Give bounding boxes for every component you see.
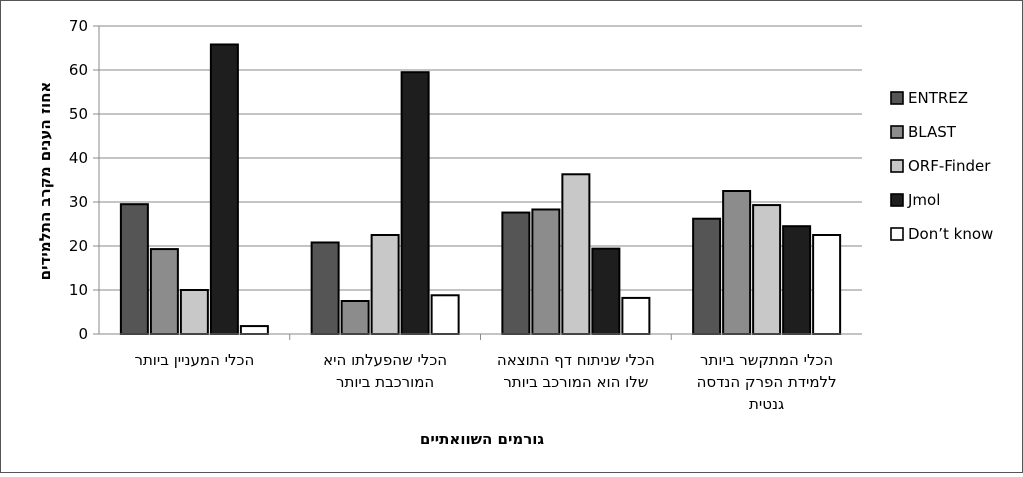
bar-orf-finder-3 xyxy=(752,204,782,335)
bar-don-t-know-2 xyxy=(621,296,651,336)
x-category-label-line: הכלי שהפעלתו היא xyxy=(323,351,447,369)
legend-label: Jmol xyxy=(907,191,940,209)
bar-jmol-3 xyxy=(782,225,812,335)
legend-swatch xyxy=(890,193,904,207)
bar-orf-finder-2 xyxy=(561,173,591,335)
axes xyxy=(93,26,862,340)
bar-orf-finder-0 xyxy=(179,289,209,335)
bar-orf-finder-1 xyxy=(370,234,400,335)
bar-jmol-1 xyxy=(400,71,430,335)
bar-jmol-2 xyxy=(591,247,621,335)
y-tick-label: 20 xyxy=(69,237,88,255)
legend-label: ENTREZ xyxy=(908,89,968,107)
x-category-label-line: הכלי שניתוח דף התוצאה xyxy=(497,351,655,369)
bar-entrez-1 xyxy=(310,241,340,335)
legend-swatch xyxy=(890,125,904,139)
legend-swatch xyxy=(890,91,904,105)
legend-label: ORF-Finder xyxy=(908,157,991,175)
y-tick-label: 40 xyxy=(69,149,88,167)
legend-label: BLAST xyxy=(908,123,957,141)
x-axis-title: גורמים השוואתיים xyxy=(420,430,545,448)
x-category-label-line: גנטית xyxy=(749,395,784,413)
bars xyxy=(119,43,842,336)
x-category-label: הכלי שניתוח דף התוצאה שלו הוא המורכב ביות… xyxy=(497,351,655,391)
x-category-label-line: המורכבת ביותר xyxy=(336,373,434,391)
y-tick-label: 10 xyxy=(69,281,88,299)
x-category-label-line: שלו הוא המורכב ביותר xyxy=(503,373,648,391)
bar-entrez-2 xyxy=(501,211,531,335)
bar-don-t-know-0 xyxy=(239,325,269,335)
bar-don-t-know-1 xyxy=(430,294,460,335)
bar-entrez-0 xyxy=(119,203,149,335)
legend-swatch xyxy=(890,159,904,173)
y-tick-label: 70 xyxy=(69,17,88,35)
y-axis-title: אחוז הענים מקרב התלמידים xyxy=(36,82,54,281)
legend-swatch xyxy=(890,227,904,241)
bar-blast-3 xyxy=(722,190,752,335)
bar-blast-2 xyxy=(531,208,561,335)
y-tick-label: 60 xyxy=(69,61,88,79)
y-tick-label: 0 xyxy=(78,325,88,343)
y-tick-labels: 0 10 20 30 40 50 60 70 xyxy=(69,17,88,343)
x-category-label-line: ללמידת הפרק הנדסה xyxy=(697,373,837,391)
y-tick-label: 50 xyxy=(69,105,88,123)
x-category-label: הכלי שהפעלתו היא המורכבת ביותר xyxy=(323,351,447,391)
x-category-label: הכלי המעניין ביותר xyxy=(134,351,254,369)
bar-entrez-3 xyxy=(692,217,722,335)
legend-label: Don’t know xyxy=(908,225,993,243)
x-category-label: הכלי המתקשר ביותר ללמידת הפרק הנדסה גנטית xyxy=(697,351,837,413)
legend: ENTREZ BLAST ORF-Finder Jmol Don’t know xyxy=(890,89,993,243)
x-category-label-line: הכלי המתקשר ביותר xyxy=(700,351,833,369)
bar-don-t-know-3 xyxy=(812,234,842,335)
x-category-labels: הכלי המעניין ביותר הכלי שהפעלתו היא המורכב… xyxy=(134,351,836,413)
bar-jmol-0 xyxy=(209,43,239,335)
y-tick-label: 30 xyxy=(69,193,88,211)
bar-blast-1 xyxy=(340,300,370,335)
bar-blast-0 xyxy=(149,248,179,335)
x-category-label-line: הכלי המעניין ביותר xyxy=(134,351,254,369)
